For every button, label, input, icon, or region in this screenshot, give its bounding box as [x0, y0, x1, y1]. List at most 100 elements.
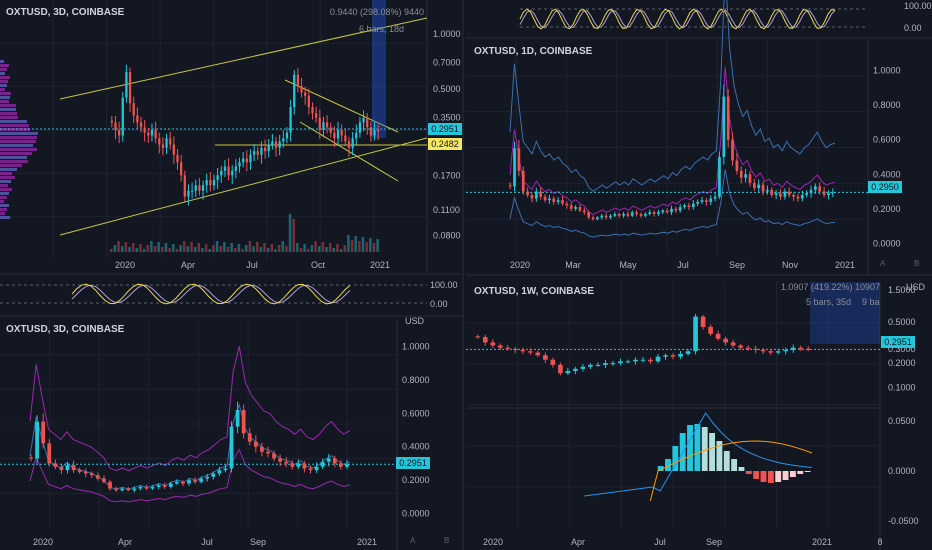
volume-bar: [175, 249, 179, 252]
y-tick: 0.7000: [433, 57, 461, 67]
volume-bar: [204, 244, 208, 252]
candle-body: [768, 351, 774, 353]
volume-bar: [182, 241, 186, 252]
x-tick: 8: [877, 537, 882, 547]
corner-b[interactable]: B: [444, 536, 449, 545]
trendline: [59, 17, 428, 100]
profile-bar: [0, 96, 10, 99]
trendline: [284, 79, 399, 133]
candle-body: [143, 127, 146, 133]
candle-body: [329, 127, 332, 133]
candle-body: [648, 212, 652, 214]
volume-bar: [292, 219, 295, 252]
y-axis-ticks: 1.5000 0.5000 0.3000 0.2000 0.1000: [888, 285, 916, 392]
x-tick: Apr: [118, 537, 132, 547]
price-label: 0.2951: [399, 458, 427, 468]
panel-1d[interactable]: OXTUSD, 1D, COINBASE 1.0000 0.8000 0.6000 0…: [466, 0, 919, 270]
candle-body: [158, 138, 161, 145]
macd-hist-bar: [716, 441, 723, 471]
candle-body: [520, 350, 526, 352]
measure-overlay: 1.0907 (419.22%) 10907: [781, 282, 880, 292]
usd-label: USD: [405, 316, 425, 326]
x-tick: Sep: [729, 260, 745, 270]
candle-body: [670, 355, 676, 357]
y-tick: 0.2000: [873, 204, 901, 214]
macd-tick: -0.0500: [888, 516, 919, 526]
candle-body: [168, 483, 173, 487]
upper-band: [29, 346, 351, 472]
y-tick: 0.6000: [873, 135, 901, 145]
candle-body: [278, 458, 283, 462]
candle-body: [53, 463, 58, 467]
candle-body: [517, 148, 521, 171]
lower-band: [29, 448, 351, 503]
panel-1w[interactable]: OXTUSD, 1W, COINBASE 1.0907 (419.22%) 10…: [466, 282, 926, 547]
candle-body: [696, 201, 700, 204]
profile-bar: [0, 136, 37, 139]
candle-body: [369, 127, 373, 136]
profile-bar: [0, 124, 29, 127]
profile-bar: [0, 68, 7, 71]
candle-body: [580, 366, 586, 369]
volume-bars: [110, 214, 379, 252]
candle-body: [705, 200, 708, 202]
candle-body: [377, 129, 380, 132]
candle-body: [194, 185, 197, 191]
candle-body: [582, 210, 586, 213]
corner-a[interactable]: A: [410, 536, 416, 545]
candle-body: [169, 138, 172, 145]
volume-bar: [332, 248, 336, 252]
upper-band: [509, 0, 836, 192]
profile-bar: [0, 192, 9, 195]
candles: [110, 64, 380, 206]
candle-body: [550, 359, 556, 365]
panel-3d-bands[interactable]: OXTUSD, 3D, COINBASE USD 1.0000 0.8000 0.6…: [0, 316, 449, 547]
candle-body: [798, 347, 804, 349]
candle-body: [800, 195, 804, 199]
candles: [508, 84, 835, 221]
profile-bar: [0, 156, 27, 159]
candle-body: [187, 480, 191, 484]
volume-bar: [350, 240, 354, 252]
x-tick: 2020: [33, 537, 53, 547]
candle-body: [648, 359, 653, 362]
candle-body: [351, 138, 354, 148]
candle-body: [578, 207, 582, 211]
stoch-panel-left: 100.00 0.00: [0, 280, 458, 309]
candle-body: [138, 486, 143, 489]
candle-body: [266, 451, 270, 454]
candle-body: [260, 446, 264, 452]
candle-body: [154, 129, 157, 139]
stoch-k-line: [71, 283, 351, 305]
panel-3d-main[interactable]: OXTUSD, 3D, COINBASE 0.9440 (298.08%) 94…: [0, 0, 462, 270]
stoch-tick-100: 100.00: [904, 1, 932, 11]
candle-body: [595, 364, 601, 366]
candle-body: [603, 363, 608, 365]
candle-body: [252, 151, 256, 155]
candle-body: [513, 148, 516, 187]
trendlines[interactable]: [0, 17, 428, 236]
y-tick: 0.8000: [402, 375, 430, 385]
candles: [466, 313, 880, 376]
y-tick: 1.0000: [433, 29, 461, 39]
candle-body: [296, 463, 301, 467]
candle-body: [655, 356, 661, 362]
candle-body: [530, 195, 534, 199]
candle-body: [556, 200, 560, 202]
candle-body: [198, 185, 201, 191]
candle-body: [256, 151, 259, 155]
candle-body: [41, 421, 46, 444]
stoch-k-line: [519, 8, 836, 30]
corner-b[interactable]: B: [914, 259, 919, 268]
y-tick: 1.5000: [888, 285, 916, 295]
y-axis-ticks: 1.0000 0.8000 0.6000 0.4000 0.2000 0.0000: [873, 66, 901, 249]
candle-body: [59, 466, 64, 471]
stoch-d-line: [71, 284, 351, 304]
volume-bar: [277, 245, 281, 252]
corner-a[interactable]: A: [880, 259, 886, 268]
volume-bar: [245, 245, 248, 252]
lower-band: [509, 169, 836, 238]
macd-hist-bar: [767, 471, 774, 483]
candle-body: [65, 465, 70, 471]
candle-body: [512, 348, 518, 351]
